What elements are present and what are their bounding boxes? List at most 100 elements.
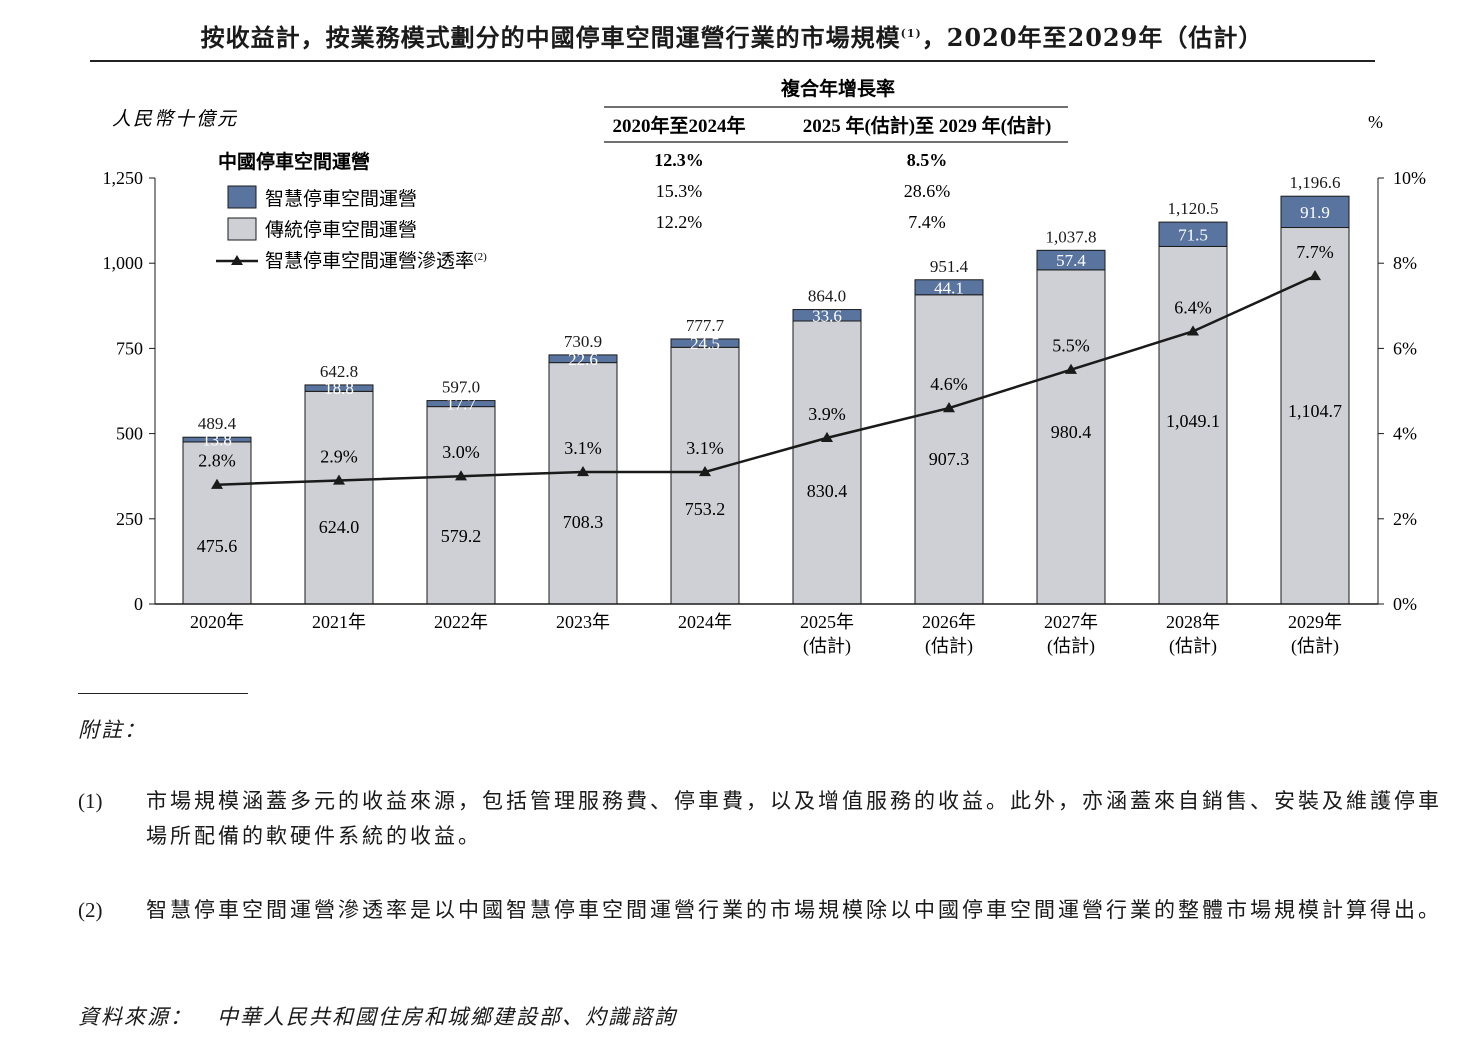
bar-smart: [670, 338, 740, 348]
x-tick-label: 2021年: [312, 612, 366, 632]
bar-traditional-label: 1,049.1: [1166, 411, 1220, 431]
legend-label-penetration: 智慧停車空間運營滲透率(2): [265, 250, 487, 272]
x-tick-note: (估計): [1291, 636, 1339, 657]
bar-smart: [792, 309, 862, 322]
x-tick-label: 2020年: [190, 612, 244, 632]
bar-smart: [1036, 249, 1106, 271]
bar-total-label: 1,196.6: [1290, 173, 1341, 192]
chart-title-footnote-ref: (1): [900, 27, 922, 40]
penetration-marker: [1309, 269, 1321, 281]
bar-total-label: 489.4: [198, 414, 237, 433]
footnote-2-text: 智慧停車空間運營滲透率是以中國智慧停車空間運營行業的市場規模除以中國停車空間運營…: [146, 898, 1442, 922]
legend-group-title: 中國停車空間運營: [218, 150, 370, 173]
y-tick-label: 1,250: [103, 168, 144, 188]
bar-traditional-label: 830.4: [807, 481, 848, 501]
cagr-value-2020-2024: 15.3%: [656, 181, 703, 201]
bar-smart: [1280, 195, 1350, 229]
bar-traditional-label: 1,104.7: [1288, 401, 1342, 421]
x-tick-note: (估計): [1169, 636, 1217, 657]
penetration-marker: [821, 431, 833, 443]
bar-smart-label: 44.1: [934, 278, 964, 297]
bar-traditional: [1158, 245, 1228, 605]
legend-label-smart: 智慧停車空間運營: [265, 188, 417, 210]
y2-tick-label: 6%: [1393, 338, 1417, 358]
penetration-marker: [211, 478, 223, 489]
bar-traditional: [304, 390, 374, 605]
bar-smart: [304, 384, 374, 392]
x-tick-label: 2025年: [800, 612, 854, 632]
bar-smart-label: 17.7: [446, 395, 476, 414]
chart-title-tail: ，2020年至2029年（估計）: [921, 23, 1264, 52]
bar-traditional-label: 980.4: [1051, 422, 1092, 442]
cagr-col2-header: 2025 年(估計)至 2029 年(估計): [803, 114, 1052, 137]
penetration-label: 7.7%: [1296, 242, 1334, 262]
penetration-label: 2.8%: [198, 451, 236, 471]
x-tick-label: 2023年: [556, 612, 610, 632]
x-tick-label: 2022年: [434, 612, 488, 632]
legend-line-marker: [231, 255, 243, 265]
bar-smart-label: 13.8: [202, 431, 232, 450]
y2-tick-label: 8%: [1393, 253, 1417, 273]
cagr-value-2020-2024: 12.2%: [656, 212, 703, 232]
penetration-label: 3.9%: [808, 404, 846, 424]
y2-tick-label: 0%: [1393, 594, 1417, 614]
penetration-label: 2.9%: [320, 446, 358, 466]
bar-traditional-label: 708.3: [563, 512, 604, 532]
chart-title-main: 按收益計，按業務模式劃分的中國停車空間運營行業的市場規模: [200, 23, 901, 52]
cagr-value-2025-2029: 7.4%: [908, 212, 946, 232]
title-rule: [90, 60, 1375, 62]
penetration-marker: [577, 465, 589, 477]
penetration-label: 3.1%: [564, 438, 602, 458]
footnote-1-number: (1): [78, 789, 103, 813]
notes-heading: 附註：: [78, 718, 147, 742]
x-tick-label: 2028年: [1166, 612, 1220, 632]
bar-smart-label: 22.6: [568, 350, 598, 369]
bar-smart-label: 71.5: [1178, 225, 1208, 244]
bar-traditional: [426, 406, 496, 605]
y-tick-label: 1,000: [103, 253, 144, 273]
bar-traditional-label: 907.3: [929, 449, 970, 469]
chart-title: 按收益計，按業務模式劃分的中國停車空間運營行業的市場規模(1)，2020年至20…: [0, 18, 1464, 53]
bar-traditional-label: 624.0: [319, 517, 360, 537]
y-axis-label: 人民幣十億元: [112, 109, 238, 130]
bar-smart-label: 91.9: [1300, 203, 1330, 222]
penetration-label: 3.1%: [686, 438, 724, 458]
y-tick-label: 250: [116, 509, 143, 529]
bar-smart-label: 57.4: [1056, 251, 1086, 270]
bar-traditional-label: 475.6: [197, 536, 238, 556]
bar-total-label: 864.0: [808, 287, 846, 306]
y2-tick-label: 10%: [1393, 168, 1426, 188]
y-tick-label: 0: [134, 594, 143, 614]
footnote-1-text: 市場規模涵蓋多元的收益來源，包括管理服務費、停車費，以及增值服務的收益。此外，亦…: [146, 789, 1442, 848]
legend-swatch-smart: [227, 185, 257, 209]
penetration-line: [216, 274, 1316, 486]
bar-total-label: 642.8: [320, 362, 358, 381]
bar-smart-label: 18.8: [324, 379, 354, 398]
penetration-marker: [1065, 363, 1077, 374]
source-label: 資料來源：: [78, 1005, 193, 1029]
bar-traditional: [792, 320, 862, 605]
legend-label-footnote-ref: (2): [474, 251, 487, 263]
bar-traditional: [1280, 227, 1350, 605]
penetration-marker: [699, 465, 711, 477]
x-tick-label: 2026年: [922, 612, 976, 632]
bar-traditional: [548, 362, 618, 605]
bar-smart: [426, 400, 496, 408]
x-tick-note: (估計): [803, 636, 851, 657]
bar-traditional-label: 753.2: [685, 499, 726, 519]
penetration-label: 5.5%: [1052, 336, 1090, 356]
y2-tick-label: 4%: [1393, 424, 1417, 444]
bar-total-label: 1,037.8: [1046, 227, 1097, 246]
bar-smart: [182, 436, 252, 443]
source-line: 資料來源： 中華人民共和國住房和城鄉建設部、灼識諮詢: [78, 1001, 677, 1031]
penetration-label: 3.0%: [442, 442, 480, 462]
y2-tick-label: 2%: [1393, 509, 1417, 529]
cagr-value-2020-2024: 12.3%: [654, 150, 704, 170]
footnote-rule: [78, 693, 248, 694]
footnote-2-number: (2): [78, 898, 103, 922]
penetration-marker: [333, 474, 345, 485]
penetration-marker: [943, 402, 955, 413]
cagr-value-2025-2029: 28.6%: [904, 181, 951, 201]
legend-label-traditional: 傳統停車空間運營: [265, 219, 417, 241]
